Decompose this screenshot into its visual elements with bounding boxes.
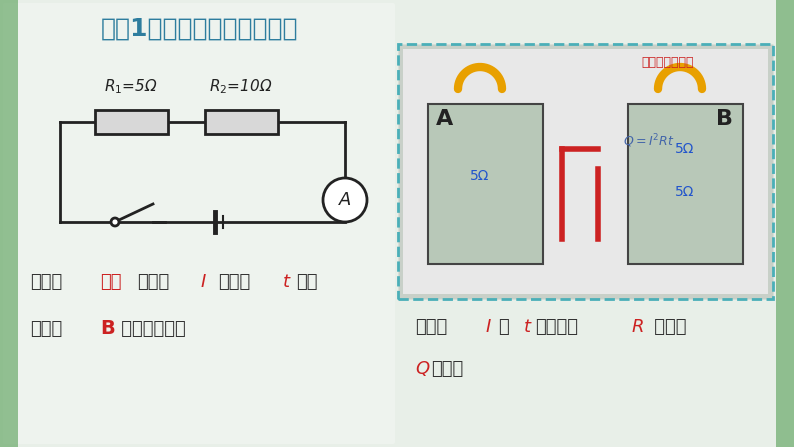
FancyBboxPatch shape	[205, 110, 278, 134]
Text: 现象：: 现象：	[30, 320, 62, 338]
Text: 结论：: 结论：	[415, 318, 447, 336]
FancyBboxPatch shape	[776, 0, 794, 447]
FancyBboxPatch shape	[95, 110, 168, 134]
Text: $\mathit{I}$: $\mathit{I}$	[200, 273, 206, 291]
Text: $Q=I^2Rt$: $Q=I^2Rt$	[623, 132, 675, 150]
Text: B: B	[716, 109, 733, 129]
Text: $\mathit{I}$: $\mathit{I}$	[485, 318, 491, 336]
Text: 相同，: 相同，	[137, 273, 169, 291]
Text: A: A	[339, 191, 351, 209]
Text: 5Ω: 5Ω	[470, 169, 490, 183]
Text: A: A	[436, 109, 453, 129]
Text: 相同时，: 相同时，	[535, 318, 578, 336]
Text: 5Ω: 5Ω	[676, 142, 695, 156]
Text: 越大，: 越大，	[648, 318, 687, 336]
FancyBboxPatch shape	[403, 49, 768, 294]
Text: $\mathit{Q}$: $\mathit{Q}$	[415, 359, 430, 379]
Text: $\mathit{t}$: $\mathit{t}$	[523, 318, 533, 336]
Text: $\mathit{R}$: $\mathit{R}$	[631, 318, 644, 336]
FancyBboxPatch shape	[0, 0, 18, 447]
Text: $R_1$=5Ω: $R_1$=5Ω	[104, 77, 158, 96]
Text: 5Ω: 5Ω	[676, 185, 695, 199]
Text: B: B	[100, 320, 115, 338]
FancyBboxPatch shape	[428, 104, 543, 264]
Circle shape	[111, 218, 119, 226]
Text: 越多。: 越多。	[431, 360, 463, 378]
Text: 相同: 相同	[296, 273, 318, 291]
FancyBboxPatch shape	[398, 44, 773, 299]
Text: $R_2$=10Ω: $R_2$=10Ω	[210, 77, 273, 96]
Text: $\mathit{t}$: $\mathit{t}$	[282, 273, 291, 291]
FancyBboxPatch shape	[628, 104, 743, 264]
Text: 实验1：研究电热与电阻关系: 实验1：研究电热与电阻关系	[102, 17, 299, 41]
Text: 焦耳定律演示器: 焦耳定律演示器	[642, 55, 694, 68]
Text: 相同，: 相同，	[218, 273, 250, 291]
Text: 中液面上升多: 中液面上升多	[115, 320, 186, 338]
Text: 容器: 容器	[100, 273, 121, 291]
Circle shape	[323, 178, 367, 222]
Text: 条件：: 条件：	[30, 273, 62, 291]
FancyBboxPatch shape	[3, 3, 395, 444]
Text: 和: 和	[499, 318, 516, 336]
